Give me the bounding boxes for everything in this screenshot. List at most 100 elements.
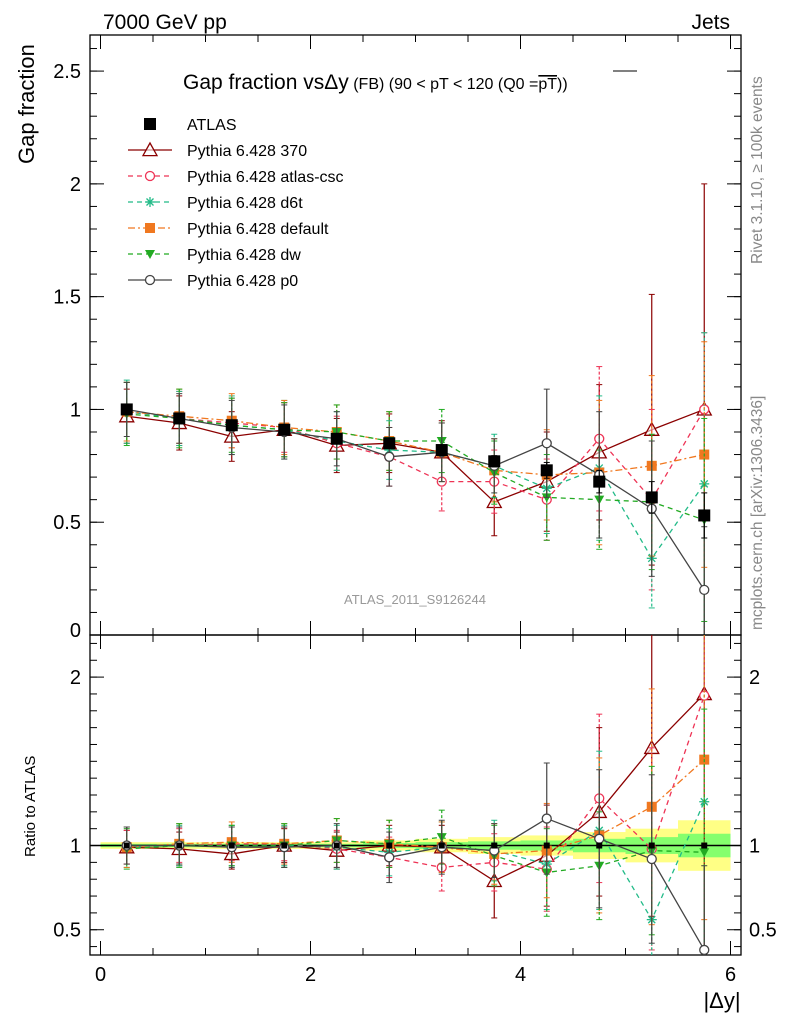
ratio-xtick-label: 0 [95,964,106,986]
ratio-ytick-label: 1 [70,836,81,858]
legend-entry: Pythia 6.428 p0 [128,273,298,290]
main-ylabel: Gap fraction [14,44,39,164]
ratio-ytick-label-right: 0.5 [749,920,777,942]
ratio-series-line [126,836,705,874]
legend-entry: Pythia 6.428 370 [128,141,307,160]
ratio-ytick-label: 0.5 [53,920,81,942]
data-point [173,412,186,425]
data-point [699,584,710,596]
ratio-ytick-label-right: 1 [749,836,760,858]
series-line [126,411,705,476]
ratio-data-point [594,833,605,844]
main-ytick-label: 2 [70,174,81,196]
legend-marker [144,118,156,130]
title-part-3: (FB) [349,76,385,93]
ratio-atlas-point [386,842,393,849]
title-part-1: Gap fraction vs [183,71,324,94]
series-pythia-6-428-atlas-csc [121,332,710,591]
series-pythia-6-428-dw [121,381,710,622]
legend-entry: Pythia 6.428 default [128,221,329,238]
ratio-ytick-label: 2 [70,667,81,689]
ratio-atlas-point [701,842,708,849]
title-part-5: pT [538,76,557,93]
ratio-data-point [699,944,710,955]
ratio-atlas-point [281,842,288,849]
main-ytick-label: 0.5 [53,512,81,534]
series-line [126,408,705,591]
legend-entry: Pythia 6.428 dw [128,247,301,264]
legend-entry: ATLAS [144,117,237,134]
ratio-atlas-point [176,842,183,849]
data-point [593,475,606,488]
process-label: Jets [691,11,730,34]
ratio-atlas-point [333,842,340,849]
series-line [126,408,705,503]
ratio-xtick-label: 4 [515,964,526,986]
series-line [126,413,705,521]
main-ytick-label: 2.5 [53,61,81,83]
data-point [384,451,395,462]
star-stroke [146,198,154,206]
ratio-atlas-point [543,842,550,849]
ratio-series-pythia-6-428-p0 [121,762,710,955]
ratio-data-point [646,853,657,865]
ratio-series-line [126,817,705,951]
rivet-version-label: Rivet 3.1.10, ≥ 100k events [749,76,766,264]
ratio-atlas-point [596,842,603,849]
ratio-frame [89,634,742,956]
legend-label: Pythia 6.428 dw [187,247,301,264]
series-atlas [120,403,711,539]
ratio-atlas-point [648,842,655,849]
legend-marker [145,250,155,259]
legend: ATLAS Pythia 6.428 370 Pythia 6.428 atlas-… [128,117,344,290]
ratio-xtick-label: 6 [725,964,736,986]
ratio-series-line [126,693,705,882]
legend-marker [141,141,159,157]
collision-energy-label: 7000 GeV pp [103,11,227,34]
title-part-4: (90 < pT < 120 (Q0 = [384,76,538,93]
legend-marker [145,223,155,233]
ratio-series-pythia-6-428-atlas-csc [121,635,710,951]
mcplots-label: mcplots.cern.ch [arXiv:1306.3436] [749,396,766,630]
data-point [330,432,343,445]
data-point [435,444,448,457]
legend-marker [144,274,156,286]
legend-label: Pythia 6.428 370 [187,143,307,160]
ratio-data-point [541,813,552,824]
ratio-atlas-point [491,842,498,849]
ratio-series-pythia-6-428-370 [118,635,713,955]
legend-marker [144,170,156,182]
data-point [225,419,238,432]
title-part-2: Δy [324,71,349,94]
ratio-xlabel: |Δy| [703,988,740,1013]
data-point [645,491,658,504]
analysis-tag: ATLAS_2011_S9126244 [344,592,486,607]
main-title: Gap fraction vsΔy (FB) (90 < pT < 120 (Q… [183,71,568,94]
legend-label: Pythia 6.428 atlas-csc [187,169,344,186]
legend-label: Pythia 6.428 p0 [187,273,298,290]
ratio-series-atlas [123,842,708,849]
ratio-panel: 0.5 0.5 1 1 2 2 0 2 4 6 [53,634,777,986]
ratio-data-point [699,848,710,858]
ratio-series-line [126,759,705,855]
series-pythia-6-428-d6t [121,332,710,636]
ratio-data-point [384,852,395,863]
legend-label: Pythia 6.428 d6t [187,195,303,212]
data-point [278,423,291,436]
main-ytick-label: 1.5 [53,287,81,309]
legend-marker [145,197,155,207]
ratio-series-line [126,695,705,870]
ratio-series-group [118,635,713,955]
ratio-atlas-point [438,842,445,849]
ratio-xtick-label: 2 [305,964,316,986]
data-point [120,403,133,416]
ratio-atlas-point [228,842,235,849]
legend-label: ATLAS [187,117,237,134]
legend-entry: Pythia 6.428 d6t [128,195,303,212]
legend-label: Pythia 6.428 default [187,221,329,238]
series-line [126,411,705,560]
ratio-ytick-label-right: 2 [749,667,760,689]
ratio-series-pythia-6-428-default [121,635,710,926]
